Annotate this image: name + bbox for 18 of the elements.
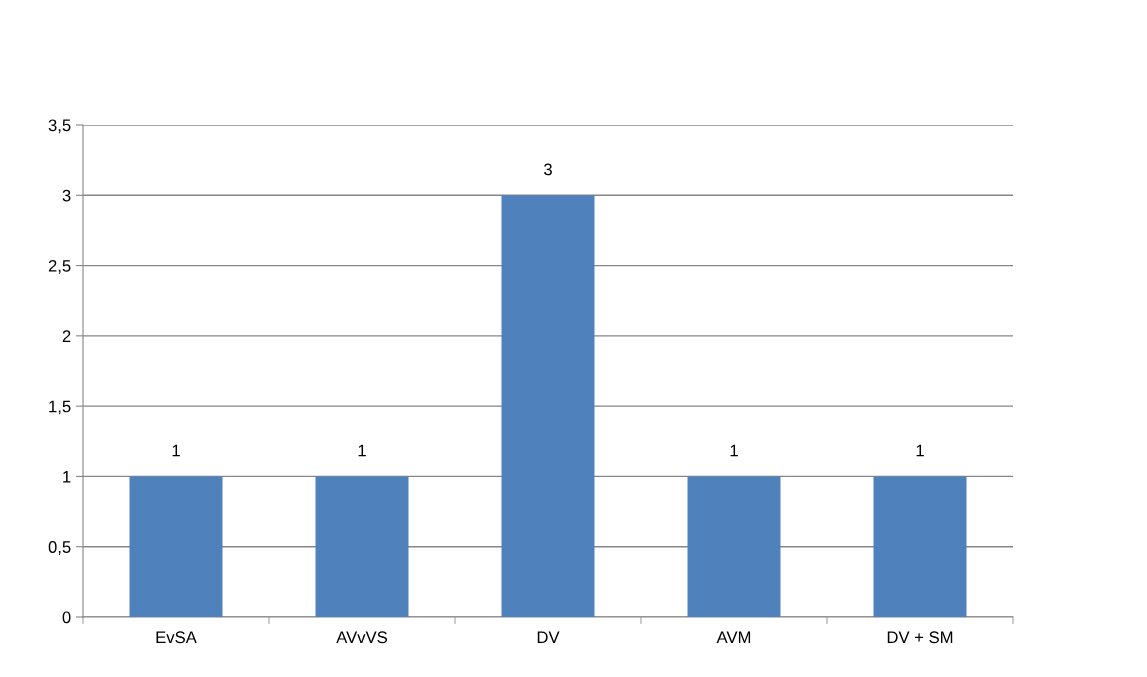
y-tick-label: 3,5	[48, 119, 71, 134]
y-tick-label: 1	[63, 471, 71, 483]
data-label: 1	[730, 444, 738, 457]
data-label: 1	[916, 444, 924, 457]
data-label: 1	[358, 444, 366, 457]
y-tick-label: 0,5	[48, 541, 71, 555]
y-tick-label: 0	[62, 611, 71, 624]
x-tick-label: AVM	[716, 631, 751, 643]
x-tick-label: DV	[537, 631, 560, 643]
x-tick-label: DV + SM	[887, 631, 953, 644]
y-tick-label: 3	[62, 189, 71, 202]
y-tick-label: 2,5	[48, 259, 71, 274]
y-tick-label: 1,5	[49, 400, 71, 415]
data-label: 1	[172, 444, 180, 457]
y-tick-label: 2	[62, 330, 71, 342]
x-tick-label: AVvVS	[336, 631, 388, 644]
x-tick-label: EvSA	[156, 631, 197, 644]
data-label: 3	[544, 163, 552, 176]
